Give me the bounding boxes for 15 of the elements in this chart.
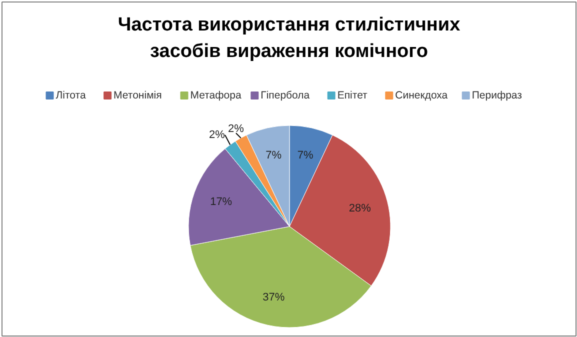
legend-label: Гіпербола bbox=[260, 90, 310, 102]
data-label: 37% bbox=[262, 291, 285, 304]
data-label: 7% bbox=[297, 150, 314, 162]
legend-label: Літота bbox=[56, 90, 86, 102]
legend-label: Перифраз bbox=[472, 90, 522, 102]
data-label: 2% bbox=[228, 123, 244, 136]
legend-label: Епітет bbox=[337, 90, 368, 102]
data-label: 17% bbox=[210, 196, 232, 208]
data-label: 2% bbox=[209, 128, 226, 141]
legend-label: Метафора bbox=[190, 90, 242, 102]
data-label: 7% bbox=[266, 150, 282, 162]
data-label: 28% bbox=[348, 202, 372, 214]
legend-label: Синекдоха bbox=[395, 90, 448, 102]
legend-label: Метонімія bbox=[114, 90, 162, 102]
chart-title: Частота використання стилістичних засобів вираження комічного bbox=[118, 14, 461, 62]
